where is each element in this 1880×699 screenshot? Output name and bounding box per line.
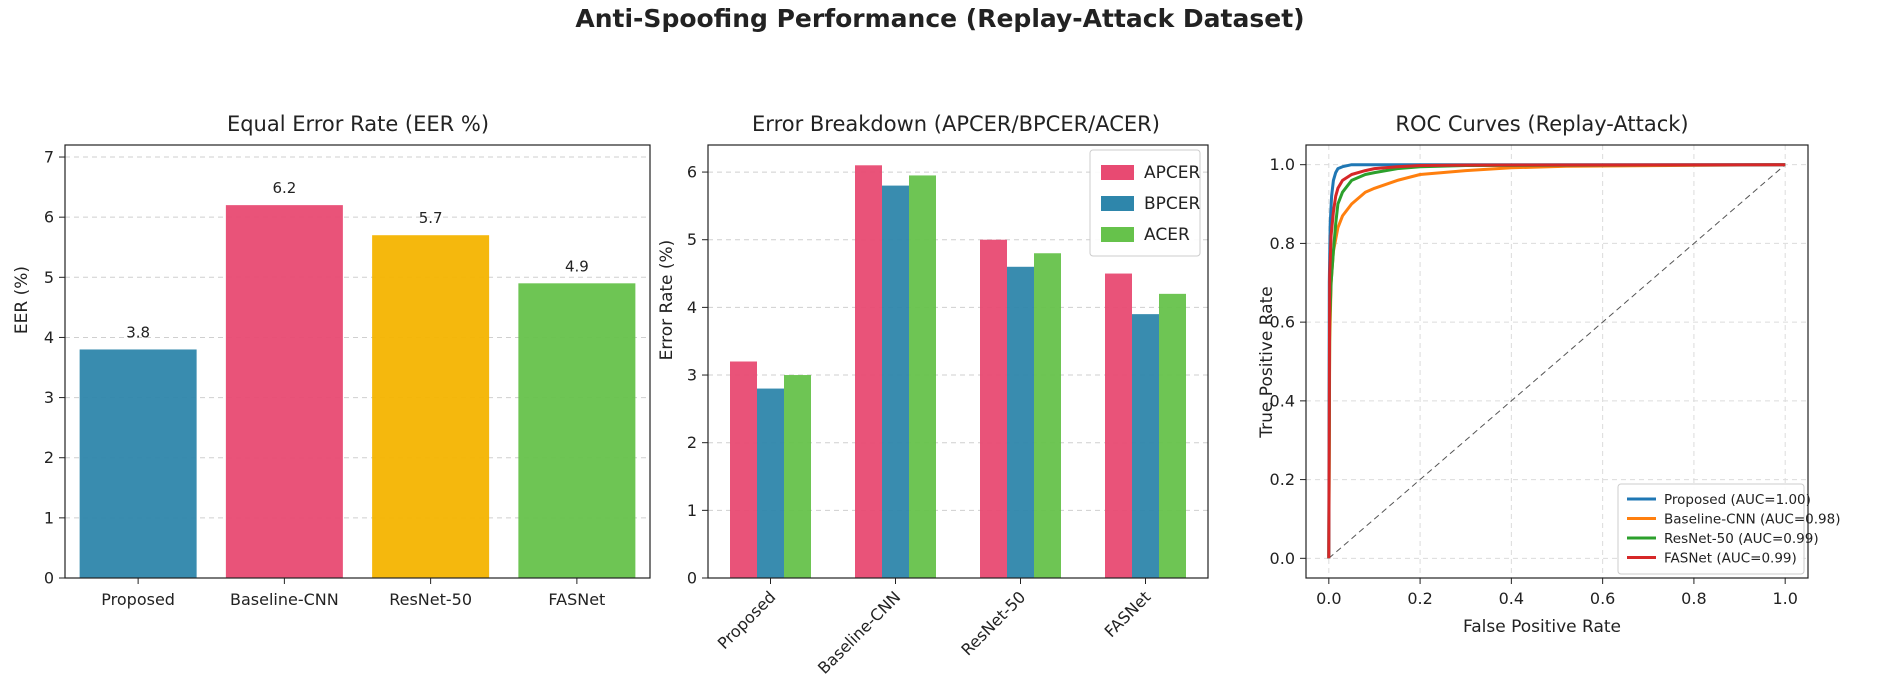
error-breakdown-legend-swatch <box>1101 227 1134 242</box>
error-breakdown-x-tick-label: ResNet-50 <box>957 587 1029 659</box>
error-breakdown-legend-label: BPCER <box>1144 194 1201 214</box>
eer-value-label: 5.7 <box>419 209 443 227</box>
eer-y-tick-label: 1 <box>44 508 54 527</box>
error-breakdown-plot-frame <box>707 144 1209 579</box>
roc-legend-label: FASNet (AUC=0.99) <box>1664 551 1797 567</box>
figure-title: Anti-Spoofing Performance (Replay-Attack… <box>575 4 1304 33</box>
roc-y-axis-label: True Positive Rate <box>1257 286 1277 438</box>
roc-y-tick-label: 0.4 <box>1270 391 1295 410</box>
error-breakdown-y-tick-label: 1 <box>687 501 697 520</box>
roc-x-tick-label: 0.2 <box>1407 589 1432 608</box>
eer-chart: Equal Error Rate (EER %) EER (%) 3.8 6.2 5… <box>12 112 651 609</box>
eer-plot-frame <box>64 144 651 579</box>
error-breakdown-y-tick-label: 4 <box>687 298 697 317</box>
error-breakdown-bar-acer <box>1034 253 1061 578</box>
error-breakdown-title: Error Breakdown (APCER/BPCER/ACER) <box>752 112 1160 136</box>
error-breakdown-legend-label: APCER <box>1144 163 1200 183</box>
eer-y-tick-label: 6 <box>44 208 54 227</box>
eer-value-label: 6.2 <box>272 179 296 197</box>
error-breakdown-bar-apcer <box>980 239 1007 578</box>
eer-y-tick-label: 0 <box>44 569 54 588</box>
error-breakdown-y-axis-label: Error Rate (%) <box>657 240 677 361</box>
roc-x-tick-label: 0.8 <box>1681 589 1706 608</box>
error-breakdown-x-tick-label: Baseline-CNN <box>814 587 904 677</box>
eer-y-tick-label: 2 <box>44 448 54 467</box>
error-breakdown-legend-label: ACER <box>1144 225 1190 245</box>
error-breakdown-y-tick-label: 6 <box>687 163 697 182</box>
roc-x-tick-label: 1.0 <box>1772 589 1797 608</box>
eer-y-tick-label: 7 <box>44 148 54 167</box>
roc-chart: ROC Curves (Replay-Attack) False Positiv… <box>1257 112 1840 637</box>
eer-bar-fasnet <box>518 283 636 578</box>
error-breakdown-y-tick-label: 3 <box>687 366 697 385</box>
eer-value-label: 4.9 <box>565 257 589 275</box>
error-breakdown-chart: Error Breakdown (APCER/BPCER/ACER) Error… <box>657 112 1209 678</box>
eer-y-axis-label: EER (%) <box>12 266 32 334</box>
eer-chart-title: Equal Error Rate (EER %) <box>227 112 489 136</box>
roc-y-tick-label: 0.0 <box>1270 549 1295 568</box>
error-breakdown-bar-bpcer <box>1007 266 1034 578</box>
error-breakdown-x-tick-label: FASNet <box>1101 587 1155 641</box>
eer-x-tick-label: Baseline-CNN <box>230 590 339 609</box>
eer-bar-resnet-50 <box>372 235 490 579</box>
roc-x-tick-label: 0.6 <box>1590 589 1615 608</box>
error-breakdown-bar-bpcer <box>882 185 909 578</box>
roc-chart-title: ROC Curves (Replay-Attack) <box>1395 112 1688 136</box>
roc-y-tick-label: 0.8 <box>1270 234 1295 253</box>
error-breakdown-bar-bpcer <box>757 388 784 578</box>
error-breakdown-legend-swatch <box>1101 165 1134 180</box>
roc-legend-label: Baseline-CNN (AUC=0.98) <box>1664 512 1840 528</box>
eer-y-tick-label: 5 <box>44 268 54 287</box>
roc-y-tick-label: 0.2 <box>1270 470 1295 489</box>
roc-x-axis-label: False Positive Rate <box>1463 617 1621 637</box>
eer-bar-proposed <box>79 349 197 578</box>
roc-plot-frame <box>1305 144 1809 579</box>
eer-bar-baseline-cnn <box>225 205 343 578</box>
eer-y-tick-label: 4 <box>44 328 54 347</box>
error-breakdown-legend: APCER BPCER ACER <box>1089 149 1201 257</box>
error-breakdown-bar-apcer <box>855 165 882 578</box>
eer-value-label: 3.8 <box>126 323 150 341</box>
eer-x-tick-label: FASNet <box>548 590 605 609</box>
roc-x-tick-label: 0.4 <box>1499 589 1524 608</box>
roc-legend-label: Proposed (AUC=1.00) <box>1664 492 1811 508</box>
error-breakdown-bar-acer <box>909 175 936 578</box>
error-breakdown-bar-apcer <box>1105 273 1132 578</box>
roc-x-tick-label: 0.0 <box>1316 589 1341 608</box>
error-breakdown-y-tick-label: 0 <box>687 569 697 588</box>
eer-y-tick-label: 3 <box>44 388 54 407</box>
error-breakdown-legend-swatch <box>1101 196 1134 211</box>
error-breakdown-x-tick-label: Proposed <box>714 587 780 653</box>
roc-curve-fasnet <box>1327 163 1786 559</box>
roc-y-tick-label: 1.0 <box>1270 155 1295 174</box>
error-breakdown-bar-acer <box>784 375 811 578</box>
error-breakdown-y-tick-label: 2 <box>687 433 697 452</box>
roc-chance-diagonal <box>1328 164 1786 559</box>
eer-x-tick-label: Proposed <box>101 590 175 609</box>
error-breakdown-bar-apcer <box>730 361 757 578</box>
roc-legend-label: ResNet-50 (AUC=0.99) <box>1664 531 1819 547</box>
error-breakdown-bar-bpcer <box>1132 314 1159 578</box>
roc-y-tick-label: 0.6 <box>1270 313 1295 332</box>
roc-legend: Proposed (AUC=1.00) Baseline-CNN (AUC=0.9… <box>1617 483 1840 575</box>
error-breakdown-y-tick-label: 5 <box>687 230 697 249</box>
eer-x-tick-label: ResNet-50 <box>389 590 472 609</box>
error-breakdown-bar-acer <box>1159 293 1186 578</box>
